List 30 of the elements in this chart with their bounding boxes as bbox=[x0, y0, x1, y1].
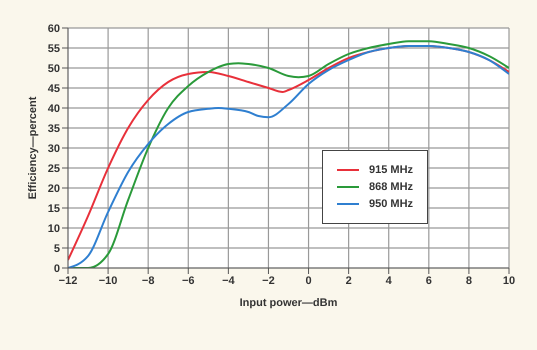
legend-label: 868 MHz bbox=[369, 181, 414, 193]
x-tick-label: −4 bbox=[222, 274, 236, 287]
legend-label: 915 MHz bbox=[369, 164, 414, 176]
y-tick-label: 20 bbox=[48, 182, 60, 195]
y-tick-label: 30 bbox=[48, 142, 60, 155]
y-tick-label: 25 bbox=[48, 162, 60, 175]
x-tick-label: 4 bbox=[386, 274, 393, 287]
y-tick-label: 55 bbox=[48, 42, 60, 55]
y-tick-label: 50 bbox=[48, 62, 60, 75]
y-tick-label: 60 bbox=[48, 22, 60, 35]
x-tick-label: −10 bbox=[98, 274, 118, 287]
x-tick-label: −12 bbox=[58, 274, 78, 287]
y-axis-title: Efficiency—percent bbox=[26, 96, 39, 200]
x-tick-label: −8 bbox=[142, 274, 154, 287]
y-tick-label: 45 bbox=[48, 82, 60, 95]
y-tick-label: 40 bbox=[48, 102, 60, 115]
x-tick-label: −2 bbox=[262, 274, 275, 287]
y-tick-label: 35 bbox=[48, 122, 60, 135]
x-axis-title: Input power—dBm bbox=[240, 297, 338, 309]
y-tick-label: 15 bbox=[48, 202, 60, 215]
y-tick-label: 5 bbox=[54, 242, 60, 255]
legend-label: 950 MHz bbox=[369, 198, 414, 210]
x-tick-label: 10 bbox=[502, 274, 516, 287]
x-tick-label: 8 bbox=[466, 274, 472, 287]
x-tick-label: −6 bbox=[182, 274, 195, 287]
y-tick-label: 10 bbox=[48, 222, 60, 235]
y-tick-label: 0 bbox=[54, 262, 60, 275]
x-tick-label: 2 bbox=[346, 274, 352, 287]
x-tick-label: 0 bbox=[305, 274, 312, 287]
x-tick-label: 6 bbox=[426, 274, 432, 287]
